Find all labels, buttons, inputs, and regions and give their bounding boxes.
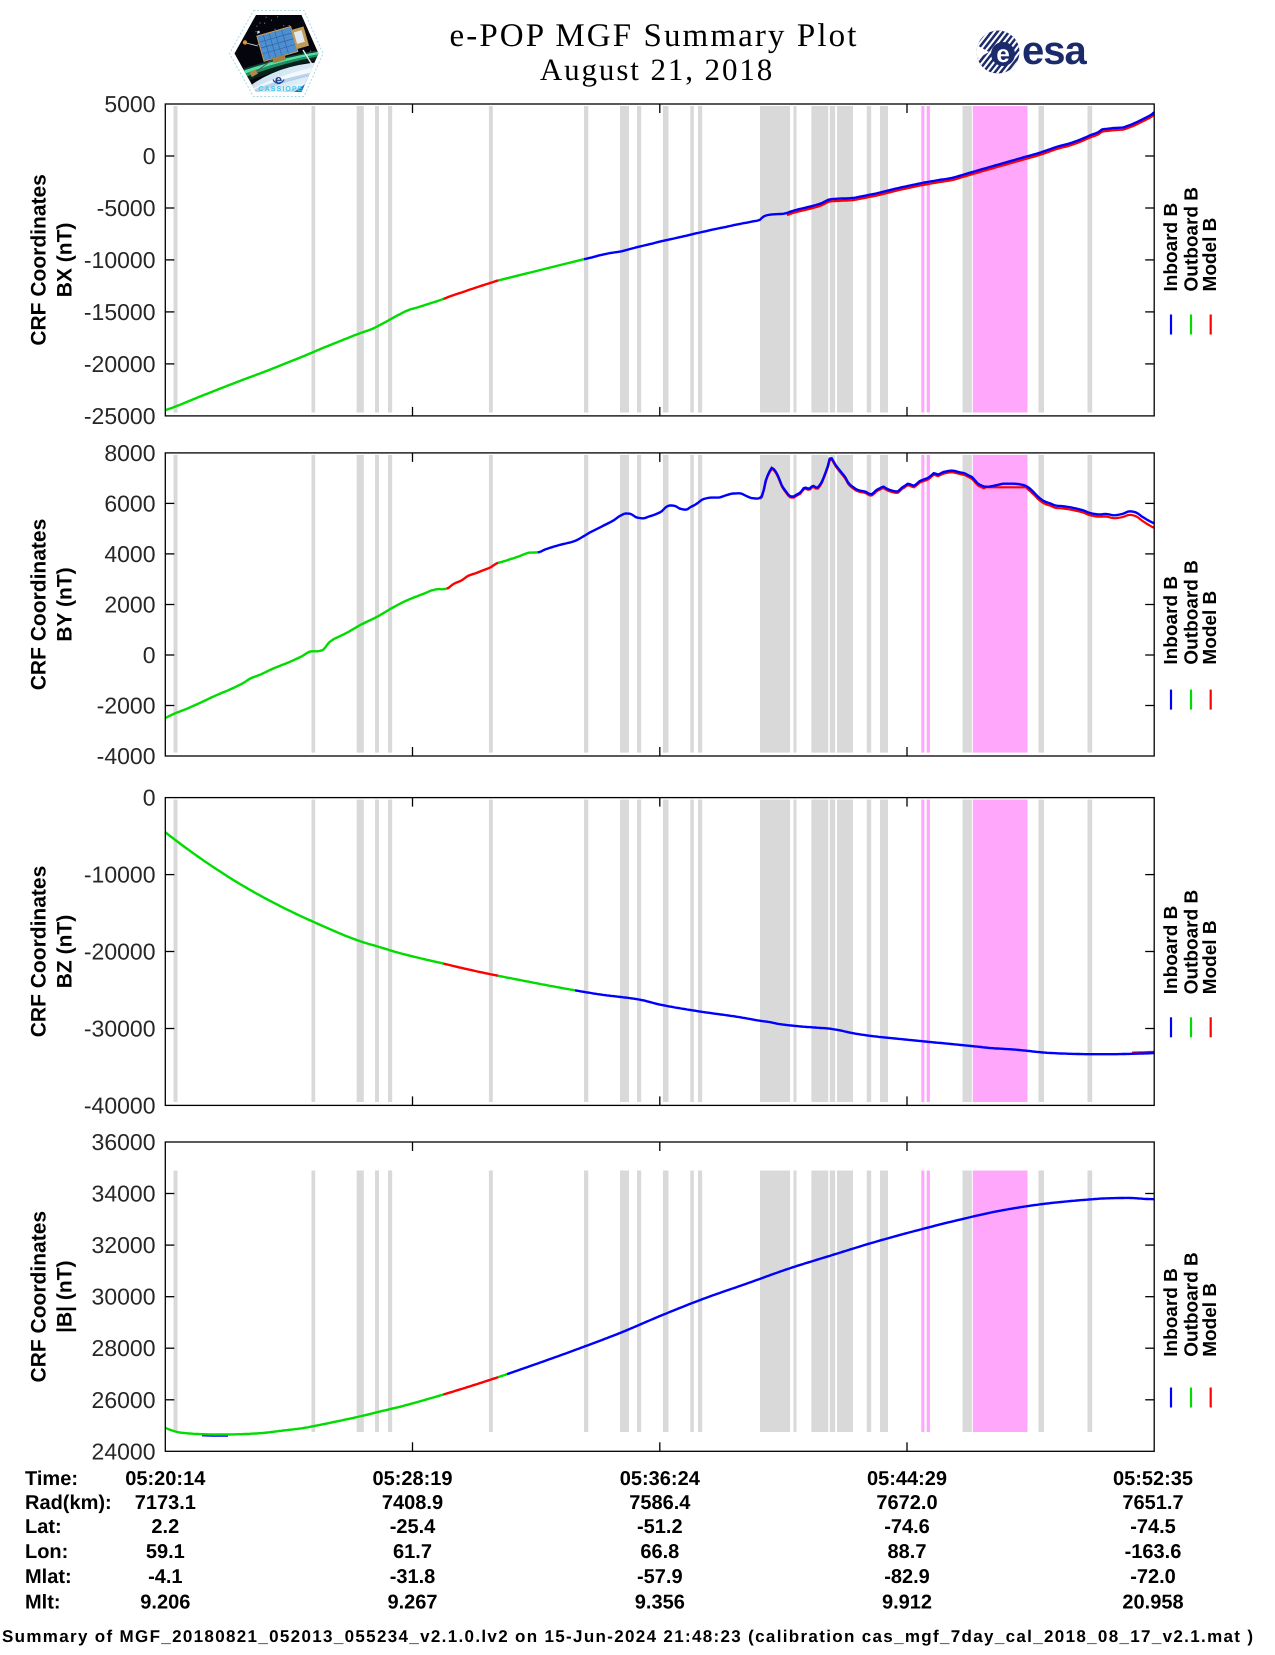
svg-text:24000: 24000 — [92, 1438, 156, 1464]
svg-text:9.912: 9.912 — [882, 1592, 932, 1614]
svg-text:6000: 6000 — [104, 490, 155, 516]
svg-text:-20000: -20000 — [84, 939, 156, 965]
svg-text:0: 0 — [143, 143, 156, 169]
svg-text:BZ (nT): BZ (nT) — [54, 915, 77, 988]
svg-text:7672.0: 7672.0 — [876, 1492, 937, 1514]
svg-text:8000: 8000 — [104, 440, 155, 466]
svg-text:7173.1: 7173.1 — [135, 1492, 196, 1514]
svg-text:28000: 28000 — [92, 1335, 156, 1361]
svg-text:36000: 36000 — [92, 1129, 156, 1155]
svg-text:88.7: 88.7 — [888, 1541, 927, 1563]
svg-text:61.7: 61.7 — [393, 1541, 432, 1563]
svg-text:-5000: -5000 — [97, 195, 156, 221]
svg-text:CRF Coordinates: CRF Coordinates — [28, 174, 51, 346]
svg-text:20.958: 20.958 — [1122, 1592, 1183, 1614]
svg-text:2000: 2000 — [104, 592, 155, 618]
svg-text:Model B: Model B — [1200, 920, 1221, 994]
svg-text:0: 0 — [143, 785, 156, 811]
svg-text:32000: 32000 — [92, 1232, 156, 1258]
svg-text:-40000: -40000 — [84, 1092, 156, 1118]
svg-text:-72.0: -72.0 — [1130, 1566, 1176, 1588]
svg-text:05:52:35: 05:52:35 — [1113, 1468, 1193, 1490]
svg-text:-74.5: -74.5 — [1130, 1516, 1176, 1538]
svg-text:05:44:29: 05:44:29 — [867, 1468, 947, 1490]
svg-text:Time:: Time: — [25, 1468, 78, 1490]
svg-text:5000: 5000 — [104, 91, 155, 117]
svg-text:-30000: -30000 — [84, 1016, 156, 1042]
svg-text:2.2: 2.2 — [151, 1516, 179, 1538]
svg-text:-10000: -10000 — [84, 862, 156, 888]
svg-text:05:36:24: 05:36:24 — [620, 1468, 701, 1490]
svg-text:Lat:: Lat: — [25, 1516, 62, 1538]
svg-text:34000: 34000 — [92, 1181, 156, 1207]
svg-text:Inboard B: Inboard B — [1161, 576, 1182, 665]
svg-text:CRF Coordinates: CRF Coordinates — [28, 1211, 51, 1383]
svg-text:30000: 30000 — [92, 1284, 156, 1310]
svg-text:-2000: -2000 — [97, 693, 156, 719]
svg-text:BX (nT): BX (nT) — [54, 223, 77, 298]
svg-text:-31.8: -31.8 — [390, 1566, 436, 1588]
svg-text:Rad(km):: Rad(km): — [25, 1492, 112, 1514]
svg-text:CRF Coordinates: CRF Coordinates — [28, 519, 51, 691]
svg-text:e-POP MGF Summary Plot: e-POP MGF Summary Plot — [450, 18, 859, 54]
svg-text:Mlat:: Mlat: — [25, 1566, 72, 1588]
svg-text:Mlt:: Mlt: — [25, 1592, 61, 1614]
svg-text:esa: esa — [1022, 29, 1087, 73]
svg-text:CASSIOPE: CASSIOPE — [259, 86, 304, 93]
svg-text:-25000: -25000 — [84, 403, 156, 429]
svg-text:4000: 4000 — [104, 541, 155, 567]
svg-text:05:28:19: 05:28:19 — [372, 1468, 452, 1490]
svg-text:Inboard B: Inboard B — [1161, 1268, 1182, 1357]
svg-text:Model B: Model B — [1200, 218, 1221, 292]
svg-text:7408.9: 7408.9 — [382, 1492, 443, 1514]
svg-text:August 21, 2018: August 21, 2018 — [540, 52, 774, 87]
svg-text:Inboard B: Inboard B — [1161, 906, 1182, 995]
svg-text:Model B: Model B — [1200, 1283, 1221, 1357]
svg-text:0: 0 — [143, 642, 156, 668]
svg-text:-4000: -4000 — [97, 743, 156, 769]
svg-text:-25.4: -25.4 — [390, 1516, 436, 1538]
svg-text:BY (nT): BY (nT) — [54, 567, 77, 641]
svg-text:e: e — [996, 41, 1009, 68]
svg-text:-51.2: -51.2 — [637, 1516, 683, 1538]
svg-text:Outboard B: Outboard B — [1181, 890, 1202, 995]
svg-text:-20000: -20000 — [84, 351, 156, 377]
svg-text:Outboard B: Outboard B — [1181, 1252, 1202, 1357]
svg-text:Lon:: Lon: — [25, 1541, 68, 1563]
svg-text:Model B: Model B — [1200, 591, 1221, 665]
svg-text:7586.4: 7586.4 — [629, 1492, 691, 1514]
svg-text:9.206: 9.206 — [140, 1592, 190, 1614]
svg-text:Outboard B: Outboard B — [1181, 187, 1202, 292]
svg-text:-57.9: -57.9 — [637, 1566, 683, 1588]
svg-text:7651.7: 7651.7 — [1122, 1492, 1183, 1514]
svg-text:|B| (nT): |B| (nT) — [54, 1260, 77, 1332]
svg-text:59.1: 59.1 — [146, 1541, 185, 1563]
svg-text:CRF Coordinates: CRF Coordinates — [28, 866, 51, 1038]
svg-text:Inboard B: Inboard B — [1161, 203, 1182, 292]
svg-text:26000: 26000 — [92, 1387, 156, 1413]
svg-text:-4.1: -4.1 — [148, 1566, 182, 1588]
svg-text:-15000: -15000 — [84, 299, 156, 325]
svg-text:9.356: 9.356 — [635, 1592, 685, 1614]
svg-text:e: e — [275, 72, 282, 87]
svg-text:Outboard B: Outboard B — [1181, 560, 1202, 665]
svg-text:Summary of MGF_20180821_052013: Summary of MGF_20180821_052013_055234_v2… — [2, 1627, 1253, 1646]
svg-text:-82.9: -82.9 — [884, 1566, 930, 1588]
svg-text:9.267: 9.267 — [387, 1592, 437, 1614]
svg-text:-74.6: -74.6 — [884, 1516, 930, 1538]
svg-text:05:20:14: 05:20:14 — [125, 1468, 206, 1490]
svg-text:66.8: 66.8 — [640, 1541, 679, 1563]
svg-text:-10000: -10000 — [84, 247, 156, 273]
svg-text:-163.6: -163.6 — [1125, 1541, 1182, 1563]
